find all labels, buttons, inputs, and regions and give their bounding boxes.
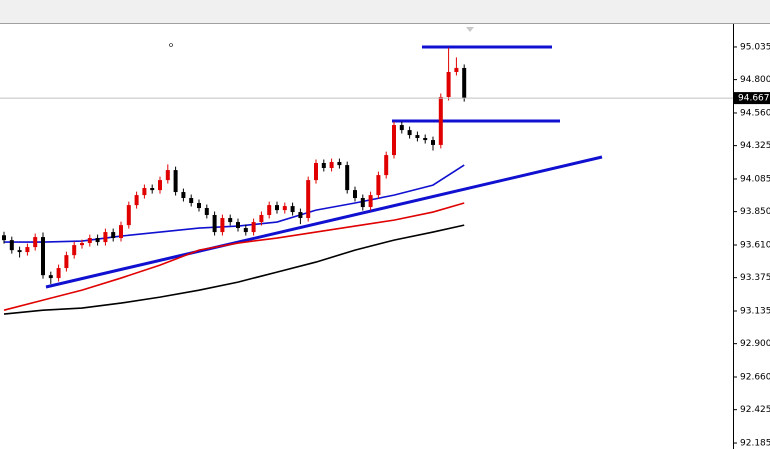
candle-body — [9, 240, 14, 251]
shift-marker — [466, 27, 474, 32]
candle-body — [353, 190, 357, 199]
dot-object — [169, 43, 173, 47]
y-tick-label: 94.085 — [740, 174, 770, 184]
candle-body — [275, 205, 279, 211]
plot: 95.035 94.800 94.560 94.325 94.085 93.850 93.6… — [0, 42, 770, 449]
candle-body — [368, 195, 373, 208]
candle-body — [290, 206, 295, 213]
candle-body — [321, 162, 326, 169]
candle-body — [142, 188, 147, 196]
y-tick-label: 92.185 — [740, 439, 770, 449]
y-tick-label: 92.900 — [740, 339, 770, 349]
candle-body — [446, 71, 451, 97]
candle-body — [111, 232, 116, 239]
y-tick-label: 95.035 — [740, 42, 770, 52]
candle-body — [462, 67, 467, 99]
trendline — [45, 155, 603, 289]
y-tick-label: 94.800 — [740, 75, 770, 85]
candle-body — [392, 125, 396, 156]
candle-body — [267, 205, 272, 215]
candle-body — [228, 218, 233, 223]
candle-body — [95, 238, 100, 243]
candle-body — [197, 203, 201, 209]
current-price-label: 94.667 — [738, 94, 770, 104]
candle-body — [72, 245, 77, 256]
candle-body — [33, 237, 38, 248]
y-tick-label: 94.325 — [740, 141, 770, 151]
moving-average — [3, 224, 465, 315]
y-tick-label: 93.850 — [740, 207, 770, 217]
y-tick-label: 93.610 — [740, 240, 770, 250]
candle-body — [314, 162, 318, 181]
y-tick-label: 94.560 — [740, 108, 770, 118]
current-price-box — [734, 92, 770, 105]
candle-body — [134, 195, 139, 206]
moving-average — [4, 164, 465, 243]
y-tick-label: 92.425 — [740, 405, 770, 415]
candle-body — [454, 67, 459, 72]
candle-body — [158, 180, 162, 191]
candle-body — [17, 250, 22, 253]
candle-body — [119, 225, 123, 239]
candle-body — [87, 238, 92, 244]
candle-body — [41, 237, 45, 276]
candle-body — [345, 165, 350, 191]
candle-body — [407, 130, 412, 136]
candle-body — [438, 96, 443, 145]
candle-body — [25, 247, 30, 253]
candle-body — [173, 170, 178, 193]
candle-body — [306, 180, 311, 219]
candle-body — [150, 188, 155, 191]
y-tick-label: 93.375 — [740, 273, 770, 283]
y-tick-label: 92.660 — [740, 373, 770, 383]
candle-body — [376, 175, 381, 196]
toolbar — [0, 0, 770, 23]
candle-body — [337, 162, 342, 166]
candle-body — [399, 125, 404, 131]
candle-body — [80, 243, 84, 246]
candle-body — [2, 235, 6, 241]
candle-body — [103, 232, 108, 243]
candle-body — [360, 198, 365, 208]
candle-body — [204, 208, 209, 215]
candle-body — [282, 206, 287, 211]
candle-body — [251, 222, 256, 233]
candle-body — [220, 218, 225, 233]
candle-body — [181, 192, 186, 199]
candle-body — [48, 275, 53, 279]
y-tick-label: 93.135 — [740, 307, 770, 317]
candle-body — [165, 170, 170, 181]
candle-body — [126, 205, 131, 226]
candle-body — [384, 155, 389, 176]
candle-body — [236, 222, 240, 229]
candle-body — [64, 255, 69, 269]
candle-body — [329, 162, 334, 169]
candle-body — [189, 198, 194, 204]
candle-body — [423, 137, 428, 141]
candle-body — [298, 212, 303, 219]
candle-body — [415, 135, 420, 138]
candle-body — [431, 140, 435, 145]
candle-body — [259, 214, 264, 223]
candle-body — [212, 214, 217, 233]
candle-body — [243, 228, 248, 233]
candle-body — [56, 268, 61, 279]
moving-average — [3, 202, 465, 311]
